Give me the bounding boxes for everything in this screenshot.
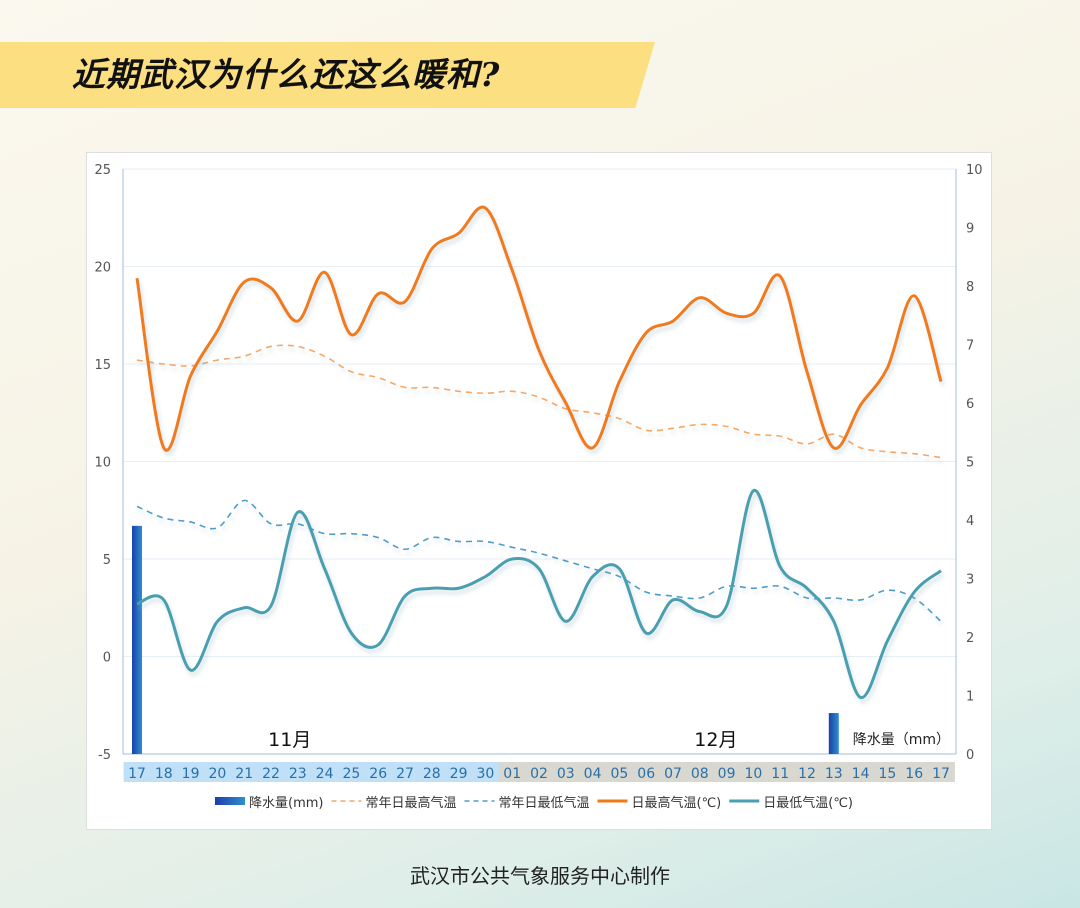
date-band-cell xyxy=(418,762,446,782)
y-right-tick-label: 0 xyxy=(966,748,974,763)
y-right-tick-label: 8 xyxy=(966,280,974,295)
y-right-tick-label: 3 xyxy=(966,573,974,588)
x-tick-label: 03 xyxy=(557,766,575,782)
y-right-tick-label: 9 xyxy=(966,222,974,237)
x-tick-label: 17 xyxy=(128,766,146,782)
date-band-cell xyxy=(525,762,553,782)
date-band-cell xyxy=(391,762,419,782)
x-tick-label: 08 xyxy=(691,766,709,782)
date-band-cell xyxy=(766,762,795,782)
x-tick-label: 25 xyxy=(342,766,360,782)
y-right-tick-label: 2 xyxy=(966,631,974,646)
x-tick-label: 06 xyxy=(637,766,655,782)
x-tick-label: 14 xyxy=(852,766,870,782)
x-tick-label: 13 xyxy=(825,766,843,782)
legend-label: 常年日最高气温 xyxy=(365,795,456,811)
y-right-tick-label: 7 xyxy=(966,339,974,354)
series-line-1 xyxy=(136,344,942,459)
x-tick-label: 12 xyxy=(798,766,816,782)
footer-credit: 武汉市公共气象服务中心制作 xyxy=(410,864,670,888)
y-left-tick-label: 5 xyxy=(103,553,111,568)
date-band-cell xyxy=(311,762,339,782)
date-band-cell xyxy=(364,762,393,782)
x-tick-label: 17 xyxy=(932,766,950,782)
y-left-tick-label: 20 xyxy=(94,261,111,276)
date-band-cell xyxy=(740,762,768,782)
x-tick-label: 22 xyxy=(262,766,280,782)
date-band-cell xyxy=(257,762,285,782)
x-tick-label: 19 xyxy=(182,766,200,782)
series-line-3 xyxy=(135,205,943,452)
y-left-tick-label: -5 xyxy=(98,748,111,763)
date-band-cell xyxy=(445,762,473,782)
month-label-12: 12月 xyxy=(694,729,737,751)
date-band-cell xyxy=(579,762,607,782)
x-tick-label: 28 xyxy=(423,766,441,782)
x-tick-label: 09 xyxy=(718,766,736,782)
date-band-cell xyxy=(284,762,312,782)
precip-bar xyxy=(132,525,142,754)
date-band-cell xyxy=(900,762,929,782)
y-right-tick-label: 6 xyxy=(966,397,974,412)
x-tick-label: 07 xyxy=(664,766,682,782)
date-band-cell xyxy=(659,762,687,782)
date-band-cell xyxy=(793,762,821,782)
y-right-axis-label: 降水量（mm） xyxy=(853,732,950,748)
date-band-cell xyxy=(632,762,661,782)
y-right-tick-label: 4 xyxy=(966,514,974,529)
x-tick-label: 21 xyxy=(235,766,253,782)
x-tick-label: 04 xyxy=(584,766,602,782)
x-tick-label: 27 xyxy=(396,766,414,782)
date-band-cell xyxy=(552,762,580,782)
y-right-tick-label: 1 xyxy=(966,690,974,705)
precip-bar xyxy=(828,713,839,754)
x-tick-label: 01 xyxy=(503,766,521,782)
date-band-cell xyxy=(123,762,151,782)
title-banner xyxy=(0,42,655,108)
date-band-cell xyxy=(686,762,714,782)
x-tick-label: 29 xyxy=(450,766,468,782)
x-tick-label: 23 xyxy=(289,766,307,782)
date-band-cell xyxy=(230,762,259,782)
x-tick-label: 11 xyxy=(771,766,789,782)
chart-card: -50510152025012345678910气温（℃）降水量（mm）1718… xyxy=(86,152,992,830)
x-tick-label: 05 xyxy=(610,766,628,782)
month-label-11: 11月 xyxy=(268,729,311,751)
y-left-tick-label: 10 xyxy=(94,456,111,471)
x-tick-label: 18 xyxy=(155,766,173,782)
legend-label: 日最高气温(℃) xyxy=(632,795,722,811)
y-left-tick-label: 15 xyxy=(94,358,111,373)
x-tick-label: 20 xyxy=(208,766,226,782)
legend-label: 常年日最低气温 xyxy=(499,795,590,811)
legend-label: 日最低气温(℃) xyxy=(763,795,853,811)
date-band-cell xyxy=(177,762,205,782)
date-band-cell xyxy=(874,762,902,782)
date-band-cell xyxy=(338,762,366,782)
legend-label: 降水量(mm) xyxy=(249,796,323,811)
date-band-cell xyxy=(847,762,875,782)
y-left-tick-label: 0 xyxy=(103,651,111,666)
date-band-cell xyxy=(204,762,232,782)
legend-swatch xyxy=(215,797,245,805)
x-tick-label: 26 xyxy=(369,766,387,782)
x-tick-label: 24 xyxy=(316,766,334,782)
page-title: 近期武汉为什么还这么暖和? xyxy=(72,55,501,94)
date-band-cell xyxy=(472,762,500,782)
date-band-cell xyxy=(150,762,178,782)
date-band-cell xyxy=(927,762,955,782)
x-tick-label: 10 xyxy=(744,766,762,782)
series-line-4 xyxy=(136,489,942,699)
y-right-tick-label: 5 xyxy=(966,456,974,471)
x-tick-label: 30 xyxy=(476,766,494,782)
date-band-cell xyxy=(713,762,741,782)
x-tick-label: 16 xyxy=(905,766,923,782)
y-left-tick-label: 25 xyxy=(94,163,111,178)
x-tick-label: 15 xyxy=(878,766,896,782)
date-band-cell xyxy=(498,762,527,782)
y-right-tick-label: 10 xyxy=(966,163,983,178)
temperature-precip-chart: -50510152025012345678910气温（℃）降水量（mm）1718… xyxy=(94,163,983,811)
date-band-cell xyxy=(606,762,634,782)
x-tick-label: 02 xyxy=(530,766,548,782)
date-band-cell xyxy=(820,762,848,782)
